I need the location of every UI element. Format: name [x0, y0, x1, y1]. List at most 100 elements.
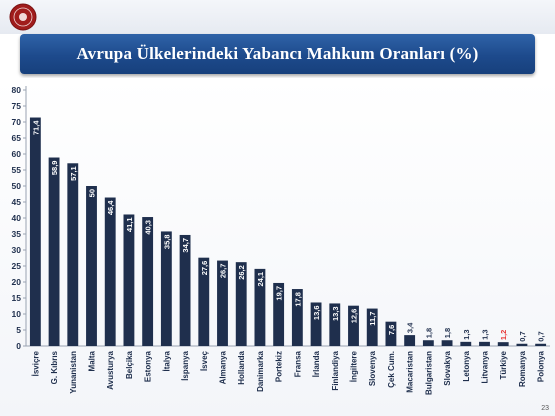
x-tick-label: Danimarka — [256, 350, 265, 391]
x-tick-label: Macaristan — [406, 351, 415, 393]
bar-value-label: 17,8 — [293, 292, 302, 307]
bar — [160, 231, 172, 346]
x-tick-label: Malta — [88, 350, 97, 371]
y-tick-label: 25 — [12, 261, 22, 271]
bar — [86, 186, 97, 346]
bar — [291, 289, 303, 346]
x-tick-label: Slovenya — [368, 350, 377, 386]
bar-value-label: 19,7 — [275, 286, 284, 301]
bar-value-label: 3,4 — [406, 322, 415, 333]
x-tick-label: İsveç — [200, 350, 209, 371]
bar — [29, 117, 41, 346]
title-bar: Avrupa Ülkelerindeki Yabancı Mahkum Oran… — [20, 34, 535, 74]
bar — [366, 308, 378, 346]
chart-area: 0 5 10 15 20 25 30 35 40 45 50 55 60 65 70 75 80 71,4 İsvi… — [0, 78, 555, 416]
x-tick-label: Slovakya — [443, 350, 452, 385]
bar — [516, 343, 528, 346]
y-tick-label: 15 — [12, 293, 22, 303]
y-tick-label: 65 — [12, 133, 22, 143]
y-tick-label: 35 — [12, 229, 22, 239]
bar-value-label: 1,8 — [443, 328, 452, 338]
x-tick-label: İspanya — [181, 350, 190, 380]
bar-value-label: 13,3 — [331, 306, 340, 321]
x-tick-label: Fransa — [293, 350, 302, 377]
bar-value-label: 1,8 — [424, 328, 433, 338]
bar — [235, 262, 247, 346]
bar — [142, 217, 154, 346]
bar-chart: 0 5 10 15 20 25 30 35 40 45 50 55 60 65 70 75 80 71,4 İsvi… — [12, 85, 550, 395]
bar-value-label: 1,3 — [462, 329, 471, 339]
bar-value-label: 35,8 — [162, 234, 171, 249]
bar — [422, 340, 434, 346]
bar-value-label: 26,7 — [219, 264, 228, 279]
bar-value-label: 34,7 — [181, 238, 190, 253]
page-title: Avrupa Ülkelerindeki Yabancı Mahkum Oran… — [76, 44, 479, 63]
x-tick-label: İrlanda — [312, 350, 321, 377]
bar-value-label: 1,3 — [481, 329, 490, 339]
y-tick-label: 55 — [12, 165, 22, 175]
bar-value-label: 0,7 — [518, 331, 527, 341]
bar-value-label: 40,3 — [144, 220, 153, 235]
x-tick-label: Finlandiya — [331, 350, 340, 390]
bar — [254, 268, 266, 346]
x-tick-label: İngiltere — [350, 350, 359, 382]
bar — [385, 321, 397, 346]
bar-value-label: 13,6 — [312, 305, 321, 320]
x-tick-label: G. Kıbrıs — [50, 350, 59, 384]
bar-value-label: 11,7 — [368, 312, 377, 326]
bar — [404, 335, 416, 346]
x-tick-label: Türkiye — [499, 350, 508, 379]
bar — [67, 163, 79, 346]
y-tick-label: 70 — [12, 117, 22, 127]
bar-value-label: 27,6 — [200, 261, 209, 276]
bar — [179, 234, 191, 346]
y-tick-label: 75 — [12, 101, 22, 111]
y-tick-label: 40 — [12, 213, 22, 223]
bar — [310, 302, 322, 346]
y-tick-label: 50 — [12, 181, 22, 191]
bar — [104, 197, 116, 346]
bar-value-label: 24,1 — [256, 272, 265, 287]
top-band — [0, 0, 555, 34]
x-tick-label: Estonya — [144, 350, 153, 382]
x-tick-label: Çek Cum. — [387, 351, 396, 388]
y-tick-label: 45 — [12, 197, 22, 207]
y-tick-label: 60 — [12, 149, 22, 159]
bar-value-label: 50 — [88, 189, 97, 197]
x-tick-label: Hollanda — [237, 350, 246, 384]
bar — [348, 305, 359, 346]
x-tick-label: Portekiz — [275, 351, 284, 382]
bar-value-label: 12,6 — [350, 309, 359, 324]
x-tick-label: Avusturya — [106, 350, 115, 389]
bar — [329, 303, 341, 346]
bar-value-label: 57,1 — [69, 166, 78, 181]
bar — [479, 341, 490, 346]
bar-value-label: 58,9 — [50, 161, 59, 176]
x-tick-label: İtalya — [162, 350, 171, 371]
bar-value-label: 26,2 — [237, 265, 246, 280]
bar — [198, 257, 210, 346]
bar-value-label: 1,2 — [499, 330, 508, 340]
y-tick-label: 80 — [12, 85, 22, 95]
x-tick-label: İsviçre — [31, 350, 40, 376]
x-tick-label: Romanya — [518, 350, 527, 387]
y-tick-label: 30 — [12, 245, 22, 255]
bar-value-label: 41,1 — [125, 217, 134, 232]
y-tick-label: 5 — [16, 325, 21, 335]
bar — [535, 343, 547, 346]
y-tick-label: 0 — [16, 341, 21, 351]
x-tick-label: Almanya — [219, 350, 228, 384]
bar — [497, 342, 509, 346]
bar-value-label: 0,7 — [537, 331, 546, 341]
page-number: 23 — [541, 405, 549, 412]
bar — [217, 260, 228, 346]
bar-value-label: 7,6 — [387, 325, 396, 335]
x-tick-label: Yunanistan — [69, 351, 78, 394]
bar — [441, 340, 453, 346]
x-tick-label: Litvanya — [481, 350, 490, 383]
y-tick-label: 10 — [12, 309, 22, 319]
bar — [123, 214, 135, 346]
bar — [460, 341, 472, 346]
x-tick-label: Polonya — [537, 350, 546, 382]
bar-value-label: 46,4 — [106, 200, 115, 215]
